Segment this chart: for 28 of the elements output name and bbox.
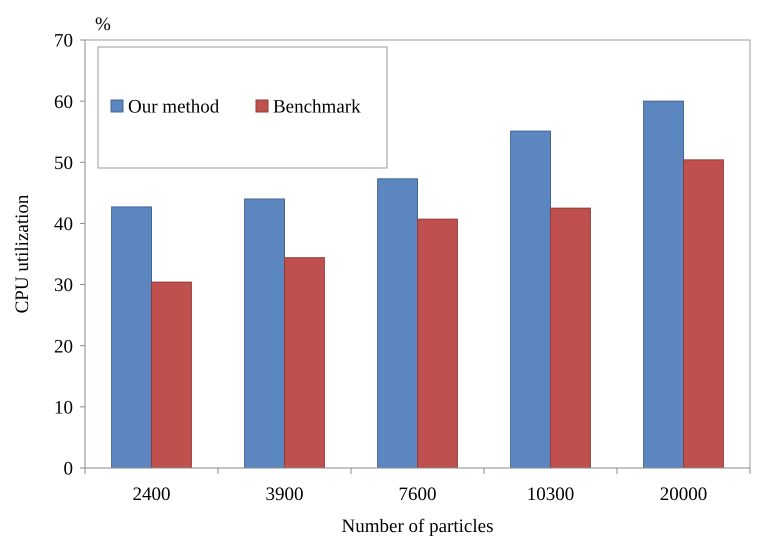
legend-label: Our method — [128, 96, 220, 118]
y-tick-label: 40 — [54, 214, 73, 236]
y-tick-label: 20 — [54, 336, 73, 358]
y-tick-label: 10 — [54, 398, 73, 419]
x-tick-label: 20000 — [660, 484, 708, 505]
bar — [377, 178, 418, 468]
bar — [151, 282, 192, 468]
bar — [510, 130, 551, 468]
x-tick-label: 3900 — [266, 484, 304, 505]
x-tick-label: 7600 — [398, 484, 436, 505]
bar — [550, 208, 591, 468]
text: % — [95, 14, 111, 35]
x-tick-label: 2400 — [132, 484, 170, 505]
x-tick-label: 10300 — [526, 484, 574, 505]
bar — [417, 218, 458, 468]
y-tick-label: 70 — [54, 30, 73, 52]
y-tick-label: 60 — [54, 92, 73, 113]
y-tick-label: 50 — [54, 152, 73, 174]
x-axis-title: Number of particles — [342, 516, 494, 537]
y-tick-label: 0 — [64, 458, 73, 480]
bar — [284, 257, 325, 468]
bar — [244, 198, 285, 468]
y-tick-label: 30 — [54, 275, 73, 296]
bar — [643, 100, 684, 468]
legend-label: Benchmark — [273, 96, 362, 118]
y-axis-title: CPU utilization — [12, 194, 33, 314]
bar — [683, 159, 724, 468]
bar — [111, 206, 152, 468]
